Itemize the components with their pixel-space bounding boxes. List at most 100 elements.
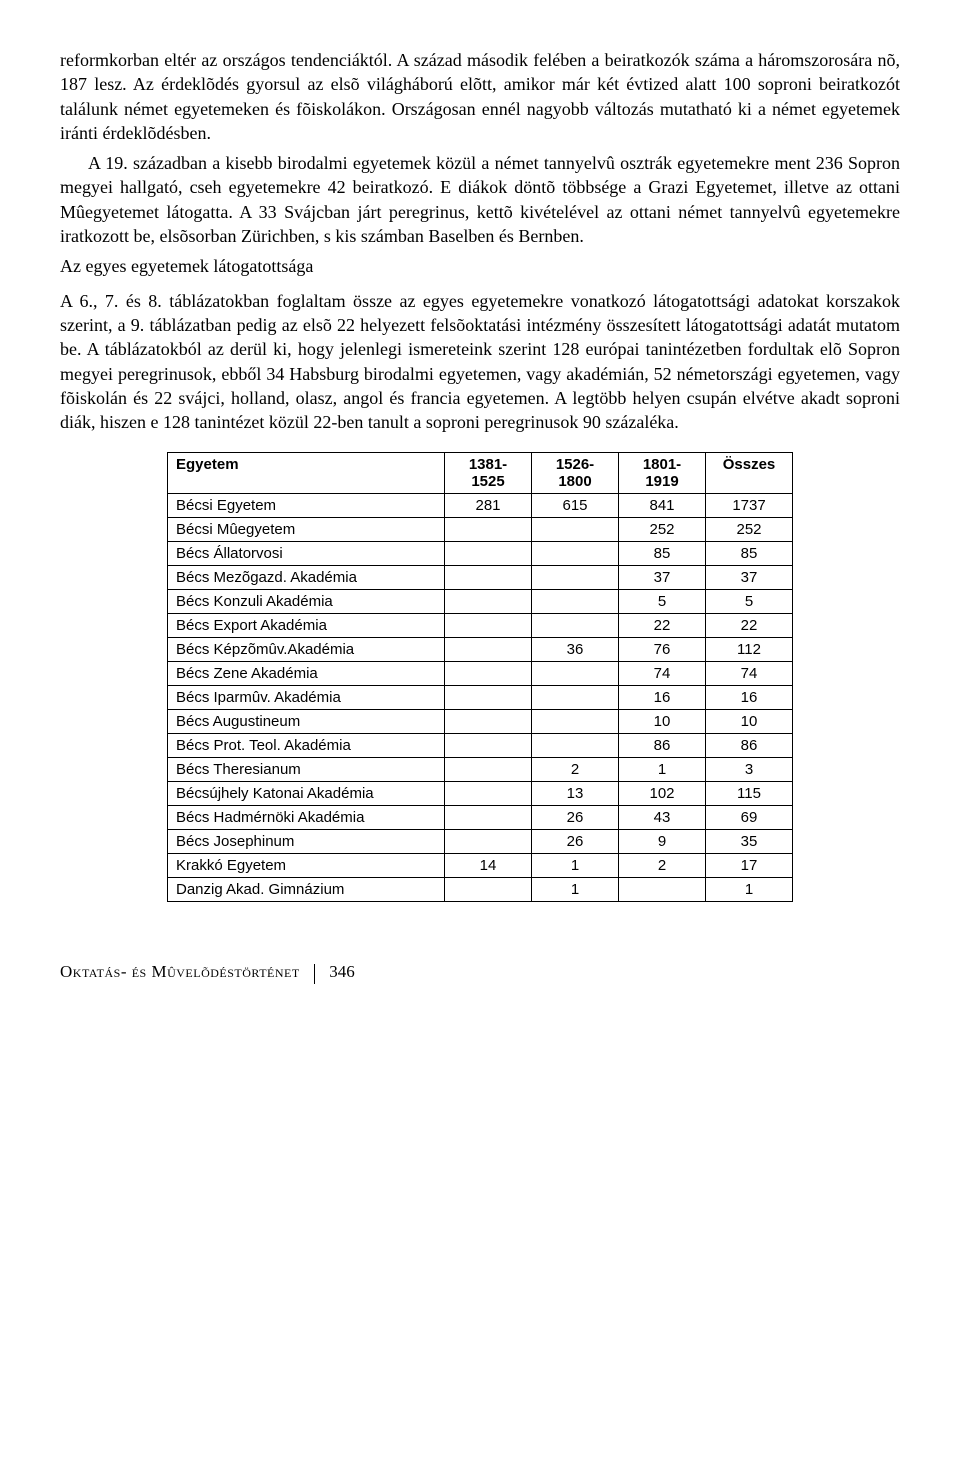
cell-university: Bécs Iparmûv. Akadémia bbox=[168, 686, 445, 710]
cell-value bbox=[532, 542, 619, 566]
cell-value: 5 bbox=[619, 590, 706, 614]
cell-value: 2 bbox=[619, 854, 706, 878]
cell-value bbox=[445, 758, 532, 782]
cell-value: 5 bbox=[706, 590, 793, 614]
cell-value: 16 bbox=[706, 686, 793, 710]
cell-university: Krakkó Egyetem bbox=[168, 854, 445, 878]
table-row: Bécs Theresianum213 bbox=[168, 758, 793, 782]
cell-value: 281 bbox=[445, 494, 532, 518]
cell-value bbox=[445, 806, 532, 830]
cell-university: Bécs Mezõgazd. Akadémia bbox=[168, 566, 445, 590]
footer-section-title: Oktatás- és Mûvelõdéstörténet bbox=[60, 962, 300, 981]
cell-value bbox=[445, 590, 532, 614]
cell-university: Bécs Export Akadémia bbox=[168, 614, 445, 638]
table-row: Bécs Állatorvosi 8585 bbox=[168, 542, 793, 566]
table-row: Bécs Konzuli Akadémia55 bbox=[168, 590, 793, 614]
cell-value: 1 bbox=[619, 758, 706, 782]
cell-value: 85 bbox=[706, 542, 793, 566]
table-row: Bécs Zene Akadémia 7474 bbox=[168, 662, 793, 686]
cell-value: 76 bbox=[619, 638, 706, 662]
cell-value: 74 bbox=[706, 662, 793, 686]
cell-value: 35 bbox=[706, 830, 793, 854]
table-row: Krakkó Egyetem141217 bbox=[168, 854, 793, 878]
cell-value: 252 bbox=[706, 518, 793, 542]
header-total: Összes bbox=[706, 453, 793, 494]
cell-value: 10 bbox=[619, 710, 706, 734]
cell-value: 69 bbox=[706, 806, 793, 830]
cell-value: 1 bbox=[706, 878, 793, 902]
page-footer: Oktatás- és Mûvelõdéstörténet 346 bbox=[60, 962, 900, 983]
cell-university: Bécsújhely Katonai Akadémia bbox=[168, 782, 445, 806]
cell-value: 86 bbox=[706, 734, 793, 758]
cell-value: 3 bbox=[706, 758, 793, 782]
cell-value: 16 bbox=[619, 686, 706, 710]
cell-value bbox=[445, 710, 532, 734]
table-row: Bécs Iparmûv. Akadémia 1616 bbox=[168, 686, 793, 710]
table-row: Bécsi Mûegyetem 252252 bbox=[168, 518, 793, 542]
cell-value bbox=[619, 878, 706, 902]
table-body: Bécsi Egyetem2816158411737Bécsi Mûegyete… bbox=[168, 494, 793, 902]
subheading: Az egyes egyetemek látogatottsága bbox=[60, 254, 900, 278]
body-paragraph-1b: A 19. században a kisebb birodalmi egyet… bbox=[60, 151, 900, 248]
cell-value: 85 bbox=[619, 542, 706, 566]
header-period-2: 1526-1800 bbox=[532, 453, 619, 494]
table-header-row: Egyetem 1381-1525 1526-1800 1801-1919 Ös… bbox=[168, 453, 793, 494]
cell-value bbox=[445, 518, 532, 542]
cell-value: 112 bbox=[706, 638, 793, 662]
cell-university: Bécs Állatorvosi bbox=[168, 542, 445, 566]
table-row: Bécsi Egyetem2816158411737 bbox=[168, 494, 793, 518]
header-period-1: 1381-1525 bbox=[445, 453, 532, 494]
cell-value: 13 bbox=[532, 782, 619, 806]
body-paragraph-1: reformkorban eltér az országos tendenciá… bbox=[60, 48, 900, 145]
cell-value: 26 bbox=[532, 830, 619, 854]
table-row: Bécs Augustineum 1010 bbox=[168, 710, 793, 734]
cell-value: 26 bbox=[532, 806, 619, 830]
cell-value: 22 bbox=[706, 614, 793, 638]
table-row: Bécs Josephinum 26935 bbox=[168, 830, 793, 854]
cell-value: 252 bbox=[619, 518, 706, 542]
cell-university: Bécs Prot. Teol. Akadémia bbox=[168, 734, 445, 758]
cell-university: Bécsi Mûegyetem bbox=[168, 518, 445, 542]
cell-value: 2 bbox=[532, 758, 619, 782]
cell-value bbox=[532, 710, 619, 734]
footer-page-number: 346 bbox=[329, 962, 355, 981]
cell-value bbox=[445, 638, 532, 662]
cell-value: 86 bbox=[619, 734, 706, 758]
cell-value: 17 bbox=[706, 854, 793, 878]
table-row: Bécs Képzõmûv.Akadémia 3676112 bbox=[168, 638, 793, 662]
cell-university: Bécs Zene Akadémia bbox=[168, 662, 445, 686]
table-row: Bécsújhely Katonai Akadémia 13102115 bbox=[168, 782, 793, 806]
cell-value bbox=[445, 782, 532, 806]
cell-value bbox=[532, 518, 619, 542]
cell-university: Bécs Képzõmûv.Akadémia bbox=[168, 638, 445, 662]
cell-value: 1 bbox=[532, 854, 619, 878]
cell-value: 102 bbox=[619, 782, 706, 806]
cell-university: Bécs Augustineum bbox=[168, 710, 445, 734]
cell-value: 1 bbox=[532, 878, 619, 902]
cell-university: Bécs Josephinum bbox=[168, 830, 445, 854]
cell-value: 74 bbox=[619, 662, 706, 686]
table-row: Bécs Mezõgazd. Akadémia 3737 bbox=[168, 566, 793, 590]
paragraph-text: reformkorban eltér az országos tendenciá… bbox=[60, 50, 900, 143]
cell-university: Bécs Hadmérnöki Akadémia bbox=[168, 806, 445, 830]
cell-value bbox=[445, 614, 532, 638]
header-university: Egyetem bbox=[168, 453, 445, 494]
cell-value bbox=[445, 542, 532, 566]
cell-value bbox=[445, 566, 532, 590]
cell-value: 43 bbox=[619, 806, 706, 830]
footer-separator bbox=[314, 964, 315, 984]
cell-value: 115 bbox=[706, 782, 793, 806]
cell-value: 615 bbox=[532, 494, 619, 518]
cell-value: 841 bbox=[619, 494, 706, 518]
cell-value: 36 bbox=[532, 638, 619, 662]
cell-value: 10 bbox=[706, 710, 793, 734]
cell-value bbox=[445, 734, 532, 758]
cell-value bbox=[532, 614, 619, 638]
cell-value: 37 bbox=[619, 566, 706, 590]
cell-value bbox=[445, 878, 532, 902]
attendance-table: Egyetem 1381-1525 1526-1800 1801-1919 Ös… bbox=[167, 452, 793, 902]
cell-value: 9 bbox=[619, 830, 706, 854]
cell-value: 37 bbox=[706, 566, 793, 590]
table-row: Danzig Akad. Gimnázium11 bbox=[168, 878, 793, 902]
paragraph-text: A 19. században a kisebb birodalmi egyet… bbox=[60, 153, 900, 246]
